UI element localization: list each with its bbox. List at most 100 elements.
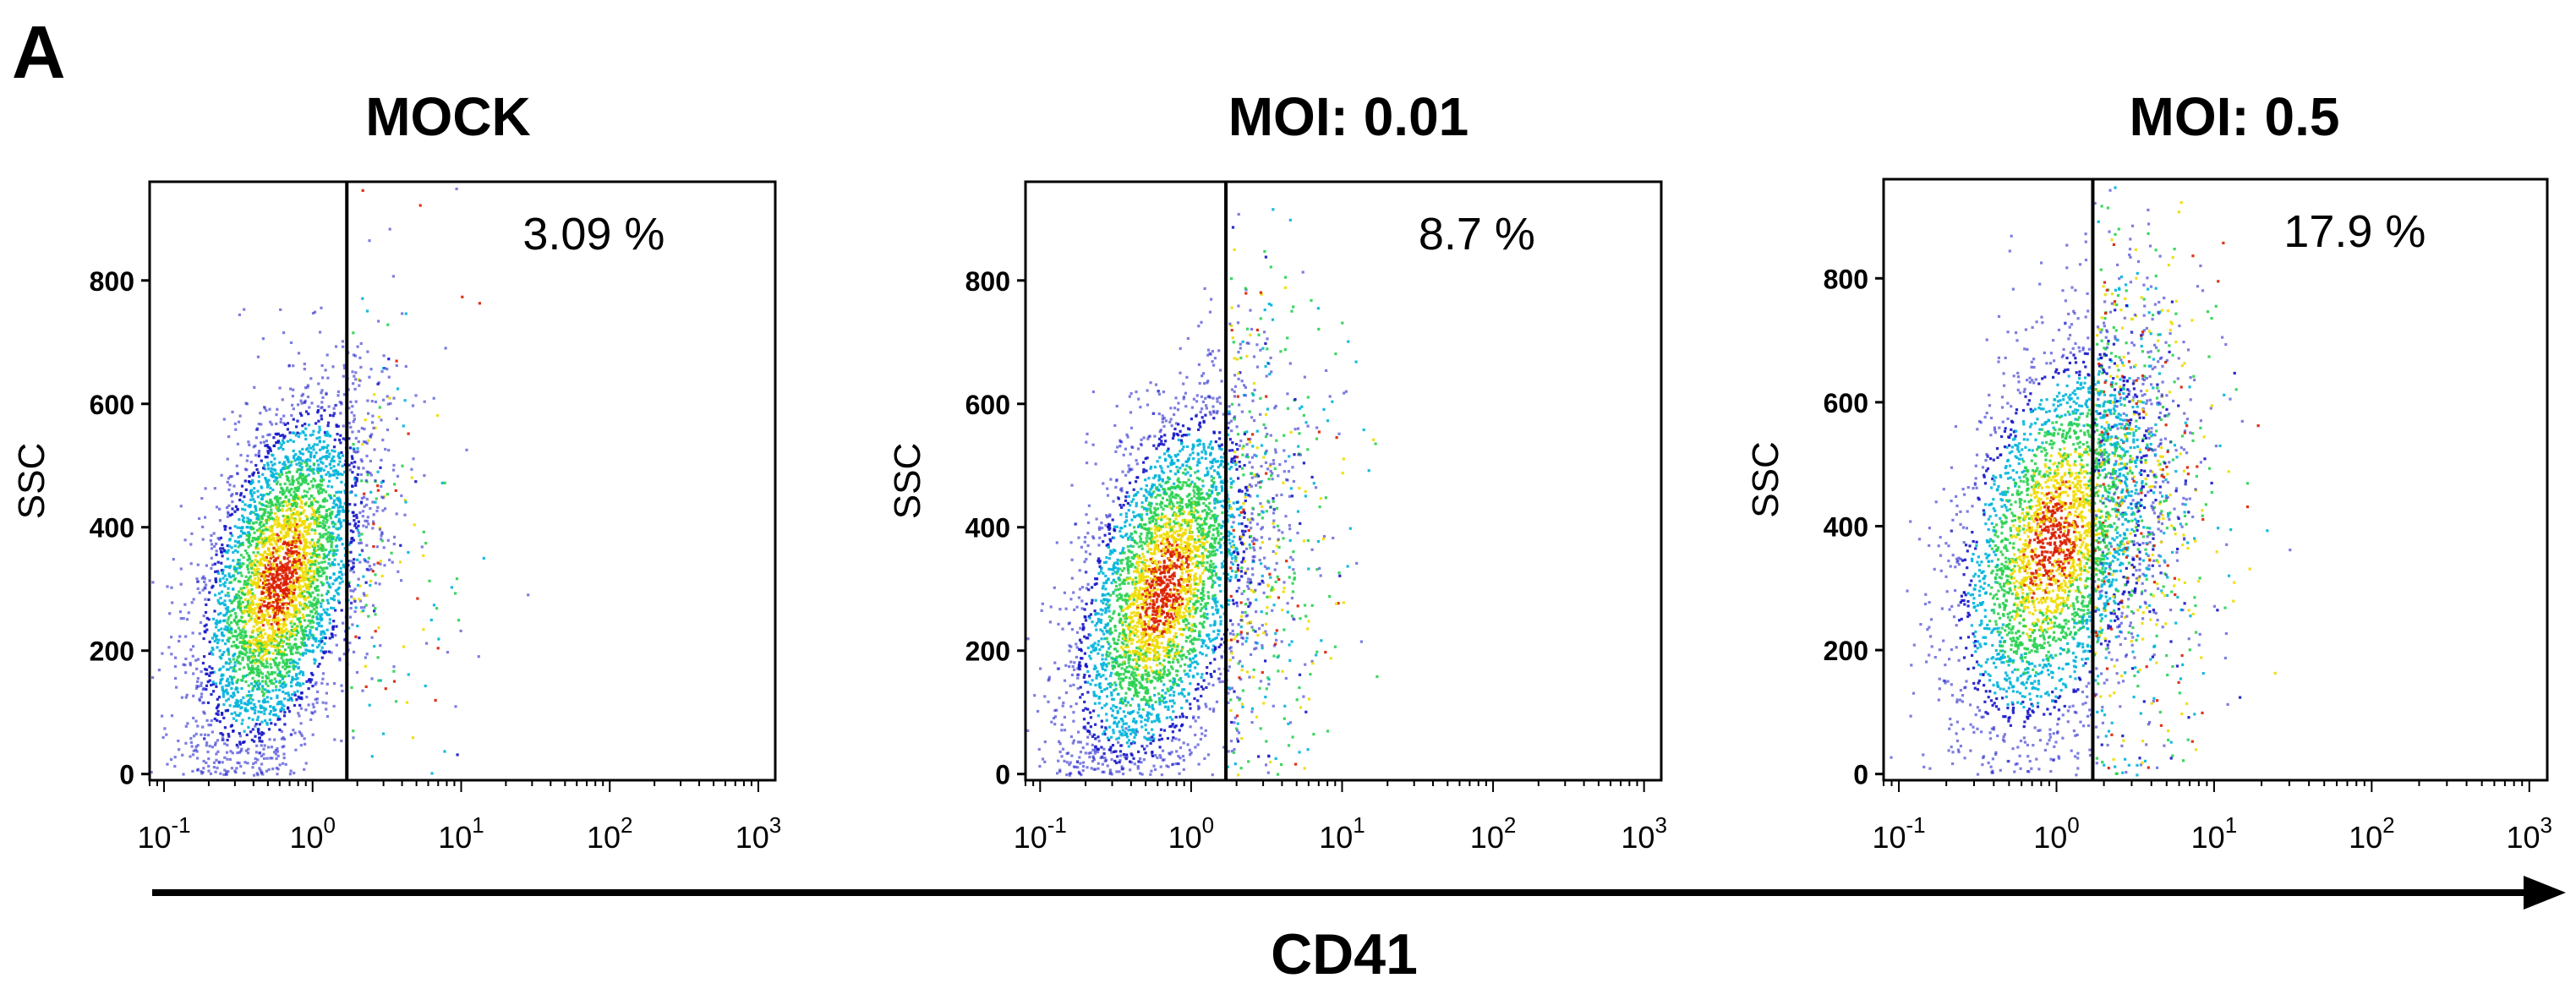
event-point	[424, 542, 428, 545]
event-point	[226, 610, 229, 614]
event-point	[379, 560, 382, 563]
event-point	[260, 590, 264, 593]
event-point	[1194, 666, 1197, 669]
event-point	[373, 563, 376, 566]
event-point	[208, 640, 211, 643]
event-point	[231, 500, 234, 504]
event-point	[307, 679, 311, 682]
event-point	[237, 604, 240, 608]
event-point	[262, 691, 265, 695]
event-point	[264, 632, 267, 636]
event-point	[276, 556, 280, 560]
event-point	[254, 505, 257, 508]
event-point	[298, 461, 301, 464]
event-point	[290, 613, 293, 616]
event-point	[260, 650, 264, 653]
event-point	[330, 606, 333, 609]
event-point	[343, 502, 347, 505]
event-point	[265, 657, 269, 661]
event-point	[267, 643, 271, 647]
event-point	[233, 595, 237, 598]
event-point	[298, 539, 302, 543]
event-point	[254, 555, 258, 558]
event-point	[1086, 691, 1090, 694]
event-point	[1146, 507, 1149, 511]
event-point	[186, 722, 189, 725]
event-point	[217, 538, 222, 541]
event-point	[329, 586, 332, 589]
event-point	[282, 665, 285, 669]
event-point	[251, 603, 254, 606]
event-point	[223, 619, 227, 622]
event-point	[267, 570, 271, 574]
event-point	[380, 539, 384, 543]
event-point	[1307, 620, 1310, 623]
event-point	[340, 480, 343, 484]
event-point	[276, 694, 279, 697]
event-point	[1181, 646, 1184, 649]
event-point	[222, 650, 226, 654]
event-point	[291, 572, 294, 576]
event-point	[202, 637, 205, 641]
event-point	[334, 503, 337, 506]
event-point	[232, 574, 235, 577]
event-point	[373, 609, 376, 613]
event-point	[422, 628, 425, 631]
event-point	[240, 591, 243, 595]
event-point	[262, 586, 265, 589]
event-point	[218, 620, 222, 624]
event-point	[196, 680, 200, 684]
event-point	[238, 559, 241, 562]
event-point	[332, 620, 336, 623]
event-point	[249, 643, 252, 647]
event-point	[297, 551, 301, 555]
event-point	[325, 613, 329, 616]
event-point	[271, 516, 274, 520]
event-point	[424, 684, 427, 688]
event-point	[309, 718, 313, 721]
event-point	[216, 697, 219, 701]
event-point	[241, 675, 245, 678]
event-point	[395, 363, 398, 368]
event-point	[360, 533, 364, 536]
event-point	[1118, 445, 1122, 448]
event-point	[230, 631, 233, 635]
event-point	[1137, 708, 1141, 711]
event-point	[230, 686, 233, 690]
event-point	[227, 683, 231, 686]
event-point	[271, 757, 274, 760]
event-point	[320, 613, 324, 616]
event-point	[287, 503, 291, 506]
event-point	[395, 359, 398, 363]
event-point	[401, 464, 404, 467]
event-point	[276, 620, 280, 623]
event-point	[282, 534, 286, 538]
event-point	[384, 687, 387, 691]
event-point	[1269, 265, 1272, 269]
event-point	[241, 600, 244, 604]
event-point	[218, 519, 222, 522]
event-point	[296, 526, 299, 529]
event-point	[351, 471, 354, 474]
event-point	[281, 634, 284, 637]
event-point	[266, 648, 270, 653]
event-point	[252, 567, 255, 571]
event-point	[353, 465, 356, 468]
event-point	[245, 586, 249, 589]
event-point	[1184, 468, 1187, 472]
event-point	[230, 494, 233, 498]
event-point	[454, 705, 457, 708]
event-point	[333, 558, 336, 561]
event-point	[242, 516, 245, 520]
event-point	[215, 758, 218, 762]
event-point	[295, 425, 298, 429]
event-point	[265, 721, 269, 724]
event-point	[271, 652, 275, 655]
event-point	[227, 626, 230, 630]
event-point	[308, 406, 311, 409]
event-point	[278, 610, 282, 614]
event-point	[333, 438, 336, 441]
event-point	[192, 598, 195, 601]
event-point	[314, 514, 317, 517]
event-point	[227, 587, 230, 590]
